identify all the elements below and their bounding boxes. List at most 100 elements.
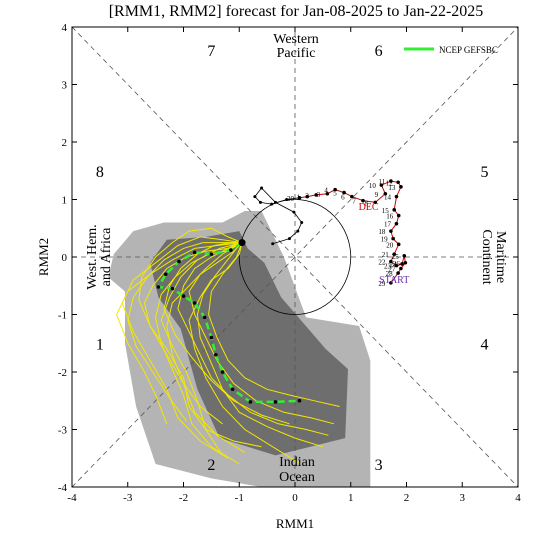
observed-point [389, 281, 393, 285]
x-tick-label: 3 [460, 492, 466, 504]
observed-point [350, 194, 354, 199]
day-label: 24 [390, 261, 398, 269]
observed-point [399, 266, 403, 271]
observed-point [389, 259, 393, 264]
y-tick-label: -4 [58, 482, 68, 494]
ensemble-mean-point [170, 286, 175, 291]
phase-number: 8 [96, 164, 104, 181]
y-tick-label: 4 [62, 22, 68, 34]
member-trace [177, 242, 329, 436]
phase-number: 1 [96, 336, 104, 353]
day-label: 22 [378, 259, 386, 267]
ensemble-mean-point [181, 294, 186, 298]
observed-point [394, 194, 399, 199]
member-trace [166, 242, 246, 453]
observed-prior-point [260, 186, 264, 190]
region-label-pacific: Pacific [277, 46, 316, 61]
y-tick-label: -3 [58, 425, 68, 437]
x-tick-label: 1 [348, 492, 354, 504]
day-label: 26 [393, 260, 401, 268]
day-label: 12 [386, 179, 394, 187]
observed-prior-point [270, 202, 274, 206]
day-label: 1 [297, 194, 301, 202]
y-tick-label: 1 [62, 195, 68, 207]
day-label: 15 [382, 207, 390, 215]
observed-point [392, 252, 397, 256]
unit-circle [238, 199, 352, 315]
y-axis-label: RMM2 [36, 238, 51, 276]
observed-point [396, 242, 401, 247]
day-label: 16 [386, 213, 394, 221]
ensemble-members [116, 227, 340, 465]
phase-grid [71, 26, 519, 488]
x-tick-label: 4 [515, 492, 521, 504]
ensemble-mean-point [156, 285, 161, 289]
member-trace [188, 242, 335, 425]
observed-prior-point [300, 221, 304, 224]
day-label: 25 [392, 253, 400, 261]
x-tick-label: 2 [404, 492, 410, 504]
ensemble-mean-point [214, 352, 218, 357]
day-label: 19 [381, 236, 389, 244]
day-label: 7 [352, 198, 356, 206]
ensemble-mean-point [297, 398, 302, 403]
observed-point [396, 213, 401, 218]
ensemble-mean-point [209, 252, 214, 256]
phase-number: 4 [481, 336, 489, 353]
ensemble-mean-point [238, 239, 246, 247]
x-tick-label: -3 [123, 492, 133, 504]
observed-prior-point [273, 200, 277, 204]
observed-point [396, 271, 400, 275]
ensemble-mean-point [192, 301, 197, 305]
ensemble-mean-point [202, 315, 207, 320]
y-tick-label: 2 [62, 137, 68, 149]
observed-point [342, 190, 346, 195]
phase-number: 5 [481, 164, 489, 181]
day-label: 17 [384, 221, 392, 229]
phase-number: 2 [207, 457, 215, 474]
observed-prior-point [285, 198, 289, 201]
observed-point [400, 262, 404, 266]
x-tick-label: -1 [235, 492, 244, 504]
member-trace [127, 242, 242, 422]
observed-prior-point [296, 229, 300, 233]
phase-number: 3 [375, 457, 383, 474]
observed-point [396, 180, 400, 185]
ensemble-mean-point [163, 272, 168, 277]
day-label: 30 [287, 195, 295, 203]
observed-point [394, 263, 399, 268]
region-label-western: Western [273, 32, 319, 47]
observed-prior-point [253, 195, 257, 199]
day-label: 8 [365, 199, 369, 207]
member-trace [160, 242, 243, 456]
member-trace [116, 242, 243, 424]
day-label: 23 [384, 263, 392, 271]
start-label: START [379, 275, 409, 286]
day-label: 9 [375, 191, 379, 199]
observed-point [297, 195, 302, 200]
observed-point [389, 179, 393, 183]
day-label: 29 [378, 280, 386, 288]
region-label-and-africa: and Africa [99, 227, 114, 286]
y-tick-label: -2 [58, 367, 67, 379]
member-trace [196, 242, 324, 448]
region-label-maritime: Maritime [493, 231, 508, 283]
observed-point [305, 194, 310, 199]
phase-number: 7 [207, 43, 215, 60]
legend: NCEP GEFSBC [404, 45, 498, 55]
y-tick-label: 3 [62, 80, 68, 92]
ensemble-mean-point [229, 248, 233, 252]
observed-prior-point [287, 237, 291, 241]
region-label-ocean: Ocean [279, 470, 315, 485]
observed-point [333, 187, 337, 192]
diagonal-line [71, 26, 519, 488]
member-trace [163, 242, 290, 425]
day-label: 6 [341, 194, 345, 202]
diagonal-line [71, 26, 519, 488]
chart-title: [RMM1, RMM2] forecast for Jan-08-2025 to… [109, 3, 484, 20]
day-label: 3 [317, 191, 321, 199]
region-label-indian: Indian [279, 455, 315, 470]
member-trace [143, 242, 262, 448]
